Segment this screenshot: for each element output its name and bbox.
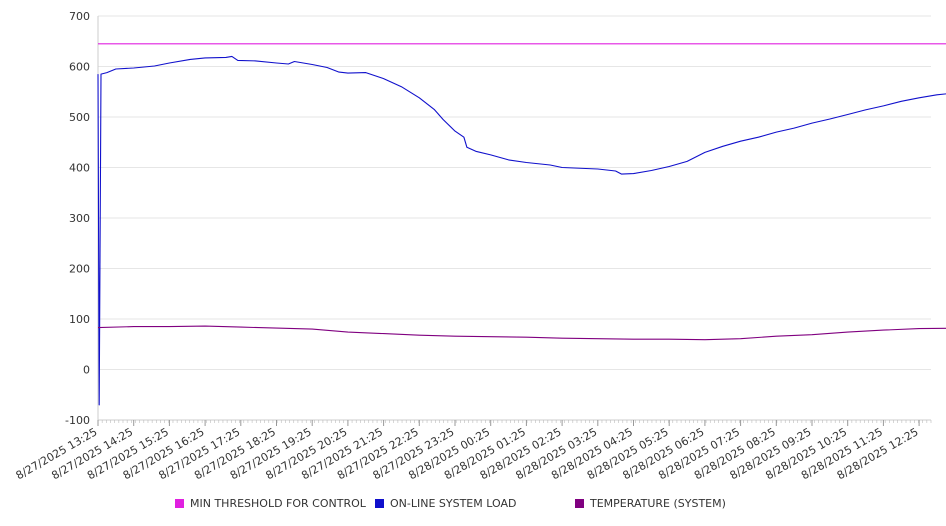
y-tick-label: 200 bbox=[69, 263, 90, 276]
y-tick-label: 300 bbox=[69, 212, 90, 225]
y-tick-label: 600 bbox=[69, 61, 90, 74]
y-tick-label: -100 bbox=[65, 414, 90, 427]
y-axis: 700 600 500 400 300 200 100 0 -100 bbox=[65, 10, 99, 427]
legend-item-min-threshold[interactable]: MIN THRESHOLD FOR CONTROL bbox=[175, 497, 366, 510]
legend-swatch-min-threshold bbox=[175, 499, 184, 508]
legend: MIN THRESHOLD FOR CONTROL ON-LINE SYSTEM… bbox=[0, 497, 946, 515]
legend-label-temperature: TEMPERATURE (SYSTEM) bbox=[590, 497, 726, 510]
legend-item-system-load[interactable]: ON-LINE SYSTEM LOAD bbox=[375, 497, 516, 510]
legend-swatch-system-load bbox=[375, 499, 384, 508]
y-tick-label: 500 bbox=[69, 111, 90, 124]
x-axis: 8/27/2025 13:258/27/2025 14:258/27/2025 … bbox=[14, 419, 932, 482]
series-lines bbox=[97, 43, 946, 406]
y-tick-label: 700 bbox=[69, 10, 90, 23]
y-tick-label: 100 bbox=[69, 313, 90, 326]
legend-item-temperature[interactable]: TEMPERATURE (SYSTEM) bbox=[575, 497, 726, 510]
legend-label-min-threshold: MIN THRESHOLD FOR CONTROL bbox=[190, 497, 366, 510]
y-tick-label: 400 bbox=[69, 162, 90, 175]
legend-swatch-temperature bbox=[575, 499, 584, 508]
series-line-on-line-system-load bbox=[97, 55, 946, 406]
legend-label-system-load: ON-LINE SYSTEM LOAD bbox=[390, 497, 517, 510]
y-tick-label: 0 bbox=[83, 364, 90, 377]
series-line-temperature-system bbox=[97, 325, 946, 341]
grid-lines bbox=[98, 15, 931, 421]
